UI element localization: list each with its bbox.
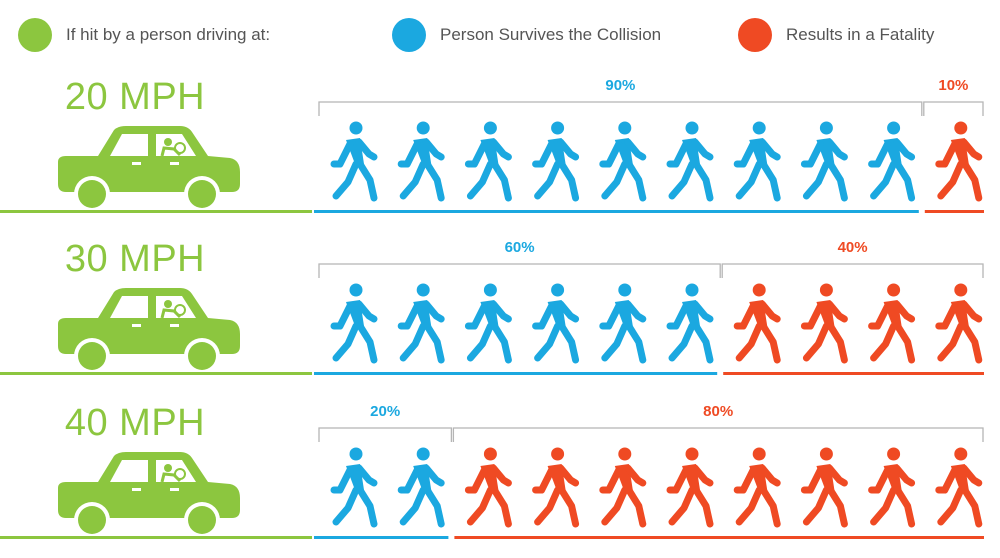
fatal-bracket [721, 263, 984, 278]
fatality-walking-person-icon [868, 447, 916, 528]
survive-bracket [318, 263, 721, 278]
fatal-underline [454, 536, 984, 539]
red-dot-icon [738, 18, 772, 52]
fatal-underline [924, 210, 984, 213]
road-line [0, 210, 312, 213]
car-icon [58, 452, 240, 538]
legend-speed-label: If hit by a person driving at: [66, 25, 271, 44]
survivor-walking-person-icon [868, 121, 916, 202]
fatality-walking-person-icon [935, 447, 983, 528]
blue-dot-icon [392, 18, 426, 52]
speed-panel: 20 MPH 90% 10% [0, 70, 1000, 232]
survivor-walking-person-icon [330, 283, 378, 364]
fatality-walking-person-icon [800, 447, 848, 528]
car-icon [58, 126, 240, 212]
speed-panel: 40 MPH 20% 80% [0, 396, 1000, 558]
survive-percent-label: 20% [370, 403, 400, 420]
fatality-walking-person-icon [666, 447, 714, 528]
survivor-walking-person-icon [599, 121, 647, 202]
survivor-walking-person-icon [532, 121, 580, 202]
survivor-walking-person-icon [733, 121, 781, 202]
survivor-walking-person-icon [666, 121, 714, 202]
fatal-percent-label: 10% [938, 77, 968, 94]
survive-underline [314, 210, 919, 213]
survive-percent-label: 60% [505, 239, 535, 256]
fatal-percent-label: 40% [838, 239, 868, 256]
fatality-walking-person-icon [800, 283, 848, 364]
fatal-bracket [452, 427, 984, 442]
survivor-walking-person-icon [330, 121, 378, 202]
legend-item-speed: If hit by a person driving at: [18, 18, 270, 52]
green-dot-icon [18, 18, 52, 52]
road-line [0, 372, 312, 375]
fatal-bracket [923, 101, 984, 116]
road-line [0, 536, 312, 539]
fatality-walking-person-icon [733, 447, 781, 528]
survivor-walking-person-icon [800, 121, 848, 202]
survivor-walking-person-icon [397, 121, 445, 202]
fatality-walking-person-icon [868, 283, 916, 364]
fatality-walking-person-icon [935, 121, 983, 202]
speed-label: 40 MPH [64, 402, 206, 444]
fatal-underline [723, 372, 984, 375]
survivor-walking-person-icon [397, 447, 445, 528]
speed-label: 20 MPH [64, 76, 206, 118]
fatality-walking-person-icon [733, 283, 781, 364]
legend-survive-label: Person Survives the Collision [440, 25, 662, 44]
survive-percent-label: 90% [605, 77, 635, 94]
speed-label: 30 MPH [64, 238, 206, 280]
pictogram-row: 60% 40% [314, 239, 984, 375]
fatality-walking-person-icon [532, 447, 580, 528]
survive-underline [314, 372, 718, 375]
legend-fatal-label: Results in a Fatality [786, 25, 935, 44]
car-icon [58, 288, 240, 374]
survivor-walking-person-icon [464, 121, 512, 202]
survivor-walking-person-icon [464, 283, 512, 364]
survive-underline [314, 536, 449, 539]
fatality-walking-person-icon [599, 447, 647, 528]
survivor-walking-person-icon [666, 283, 714, 364]
legend-item-survive: Person Survives the Collision [392, 18, 661, 52]
survivor-walking-person-icon [330, 447, 378, 528]
survive-bracket [318, 427, 453, 442]
legend-item-fatal: Results in a Fatality [738, 18, 934, 52]
fatality-walking-person-icon [935, 283, 983, 364]
pictogram-row: 90% 10% [314, 77, 984, 213]
fatality-walking-person-icon [464, 447, 512, 528]
legend: If hit by a person driving at: Person Su… [0, 0, 1000, 70]
speed-panel: 30 MPH 60% 40% [0, 232, 1000, 394]
pictogram-row: 20% 80% [314, 403, 984, 539]
survivor-walking-person-icon [599, 283, 647, 364]
fatal-percent-label: 80% [703, 403, 733, 420]
survivor-walking-person-icon [532, 283, 580, 364]
survivor-walking-person-icon [397, 283, 445, 364]
survive-bracket [318, 101, 923, 116]
